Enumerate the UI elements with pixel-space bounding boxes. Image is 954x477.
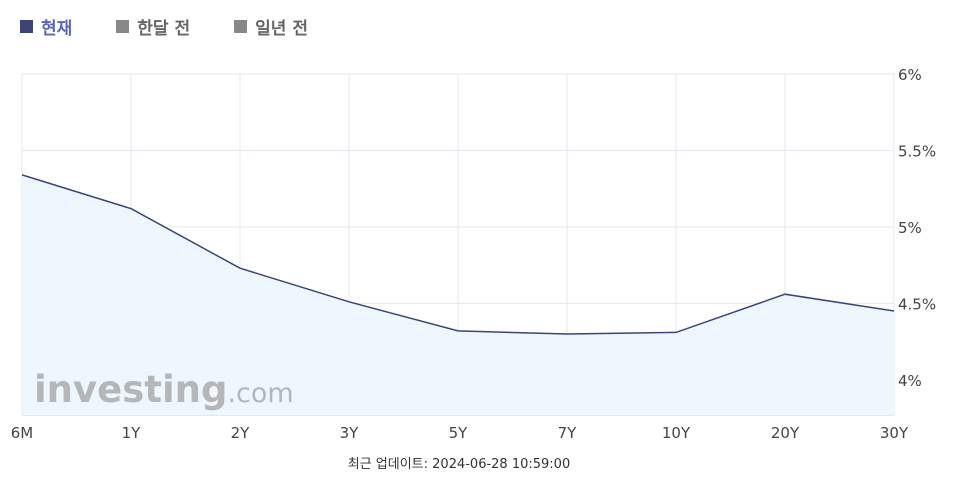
legend-label-current: 현재 xyxy=(41,19,73,39)
data-point[interactable] xyxy=(347,300,351,304)
x-tick-label: 2Y xyxy=(231,424,251,442)
data-point[interactable] xyxy=(892,309,896,313)
y-axis-ticks: 4% 4.5% 5% 5.5% 6% xyxy=(898,66,936,390)
x-tick-label: 30Y xyxy=(880,424,909,442)
y-tick-label: 5% xyxy=(898,219,922,237)
x-tick-label: 7Y xyxy=(558,424,578,442)
legend-label-year-ago: 일년 전 xyxy=(255,19,308,39)
legend-item-month-ago[interactable]: 한달 전 xyxy=(116,14,190,39)
y-tick-label: 5.5% xyxy=(898,142,936,160)
legend-item-current[interactable]: 현재 xyxy=(20,14,72,39)
data-point[interactable] xyxy=(456,329,460,333)
x-tick-label: 1Y xyxy=(122,424,142,442)
data-point[interactable] xyxy=(783,292,787,296)
series-area-current xyxy=(22,174,894,415)
legend-swatch-current xyxy=(20,20,33,33)
x-tick-label: 3Y xyxy=(340,424,360,442)
x-axis-ticks: 6M 1Y 2Y 3Y 5Y 7Y 10Y 20Y 30Y xyxy=(11,424,909,442)
legend-swatch-month-ago xyxy=(116,20,130,33)
y-tick-label: 4% xyxy=(898,372,922,390)
legend: 현재 한달 전 일년 전 xyxy=(20,14,352,39)
data-point[interactable] xyxy=(129,207,133,211)
series-line-current xyxy=(21,174,895,335)
y-tick-label: 4.5% xyxy=(898,295,936,313)
x-tick-label: 5Y xyxy=(449,424,469,442)
legend-item-year-ago[interactable]: 일년 전 xyxy=(234,14,308,39)
investing-logo-watermark: investing.com xyxy=(34,368,294,411)
data-point[interactable] xyxy=(238,266,242,270)
y-tick-label: 6% xyxy=(898,66,922,84)
legend-label-month-ago: 한달 전 xyxy=(137,19,191,39)
data-point[interactable] xyxy=(20,173,24,177)
x-tick-label: 10Y xyxy=(662,424,691,442)
data-point[interactable] xyxy=(674,330,678,334)
last-update-text: 최근 업데이트: 2024-06-28 10:59:00 xyxy=(347,457,571,472)
svg-text:investing.com: investing.com xyxy=(34,368,294,411)
legend-swatch-year-ago xyxy=(234,20,248,33)
data-point[interactable] xyxy=(565,332,569,336)
x-tick-label: 20Y xyxy=(771,424,800,442)
x-tick-label: 6M xyxy=(11,424,34,442)
